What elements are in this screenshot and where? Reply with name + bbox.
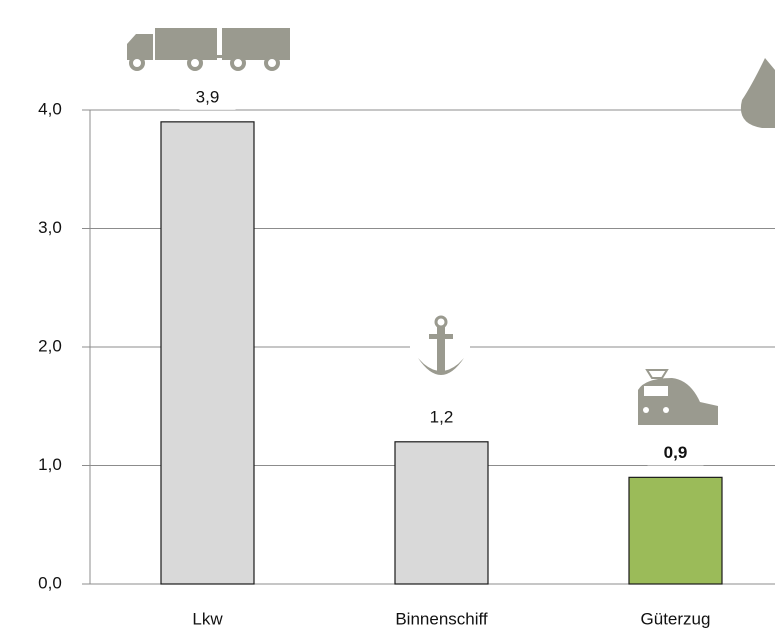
y-tick-label: 0,0	[38, 573, 62, 592]
bar	[160, 121, 255, 585]
x-tick-label: Binnenschiff	[395, 609, 488, 628]
bar	[394, 441, 489, 585]
value-label-bg	[179, 85, 236, 110]
mark-layer: Lkw 3,9 Binnenschiff 1,2 Güterzug 0,9	[160, 85, 723, 628]
value-label: 3,9	[196, 87, 220, 106]
y-tick-label: 4,0	[38, 99, 62, 118]
y-tick-label: 1,0	[38, 455, 62, 474]
anchor-icon	[410, 315, 470, 382]
x-tick-label: Güterzug	[641, 609, 711, 628]
drop-icon	[740, 58, 775, 128]
value-label-bg	[647, 441, 704, 466]
y-tick-label: 3,0	[38, 218, 62, 237]
truck-icon	[127, 28, 290, 71]
x-tick-label: Lkw	[192, 609, 223, 628]
train-icon	[638, 369, 718, 425]
value-label: 1,2	[430, 407, 454, 426]
value-label: 0,9	[664, 443, 688, 462]
icons	[127, 28, 775, 425]
bar	[628, 476, 723, 585]
y-tick-label: 2,0	[38, 336, 62, 355]
value-label-bg	[413, 405, 470, 430]
